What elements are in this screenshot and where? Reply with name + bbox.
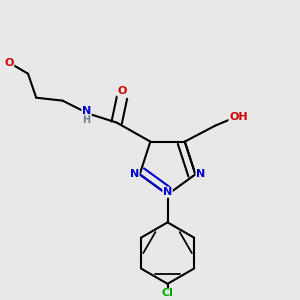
Text: OH: OH (229, 112, 248, 122)
Text: O: O (4, 58, 14, 68)
Text: N: N (196, 169, 205, 179)
Text: N: N (130, 169, 139, 179)
Text: Cl: Cl (162, 289, 173, 298)
Text: H: H (82, 115, 91, 125)
Text: O: O (118, 86, 127, 96)
Text: N: N (163, 187, 172, 197)
Text: N: N (82, 106, 91, 116)
